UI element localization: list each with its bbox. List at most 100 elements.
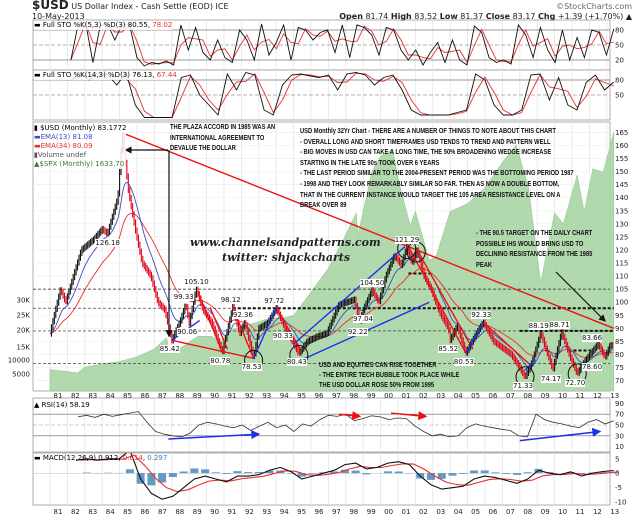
sto2-k-line (70, 71, 615, 118)
x-tick-label: 03 (436, 392, 445, 400)
price-label: 92.33 (471, 311, 492, 320)
macd-histogram-bar (437, 473, 446, 479)
macd-histogram-bar (426, 473, 435, 480)
macd-histogram-bar (491, 472, 500, 474)
macd-histogram-bar (340, 469, 349, 474)
blue-trendline (524, 359, 536, 371)
open-value: 81.74 (365, 12, 389, 21)
macd-clip (76, 453, 619, 500)
line-swatch-icon: ▬ (34, 142, 41, 150)
panel-macd (32, 452, 611, 506)
x-tick-label: 13 (610, 392, 619, 400)
macd-histogram-bar (459, 473, 468, 474)
macd-histogram-bar (534, 468, 543, 474)
note-line: BREAK OVER 89 (300, 200, 347, 210)
macd-histogram-bar (179, 471, 188, 474)
open-label: Open (339, 12, 363, 21)
bar-icon: ▮ (34, 151, 38, 159)
close-value: 83.17 (512, 12, 536, 21)
note-line: - 1998 AND THEY LOOK REMARKABLY SIMILAR … (300, 178, 560, 188)
y-tick-label: -5 (615, 484, 622, 492)
ema13-line (49, 181, 613, 368)
blue-trendline (293, 246, 406, 345)
price-label: 97.04 (352, 314, 373, 323)
macd-histogram-bar (297, 473, 306, 477)
sto2-legend: ▬ Full STO %K(14,3) %D(3) 76.13, 67.44 (34, 71, 177, 80)
x-tick-label: 91 (228, 508, 237, 516)
x-tick-label: 81 (54, 392, 63, 400)
x-tick-label: 12 (593, 392, 602, 400)
price-label: 78.53 (241, 363, 262, 372)
y-tick-label: 100 (615, 299, 628, 307)
x-tick-label: 00 (384, 508, 393, 516)
equities-note: USD AND EQUITIES CAN RISE TOGETHER - THE… (319, 360, 459, 390)
legend-usd-value: 83.1772 (97, 124, 127, 132)
note-line: INTERNATIONAL AGREEMENT TO (170, 132, 265, 142)
macd-histogram-bar (147, 473, 156, 486)
ema34-line (49, 212, 613, 358)
x-tick-label: 00 (384, 392, 393, 400)
sto1-k-value: 80.55 (127, 21, 148, 29)
x-tick-label: 86 (141, 508, 150, 516)
macd-histogram-bar (351, 470, 360, 474)
brand-logo: ©StockCharts.com (556, 2, 632, 11)
x-tick-label: 09 (541, 392, 550, 400)
macd-histogram-bar (480, 470, 489, 474)
up-triangle-icon: ▲ (625, 12, 632, 21)
x-tick-label: 87 (158, 508, 167, 516)
rsi-legend: ▲ RSI(14) 58.19 (34, 401, 90, 410)
legend-usd: ▮ $USD (Monthly) 83.1772 (34, 124, 126, 133)
macd-histogram-bar (362, 473, 371, 475)
legend-ema13-value: 81.08 (72, 133, 93, 141)
rsi-value: 58.19 (69, 401, 90, 409)
x-tick-label: 06 (489, 508, 498, 516)
macd-legend: ▬ MACD(12,26,9) 0.912, 0.614, 0.297 (34, 454, 168, 462)
low-label: Low (439, 12, 458, 21)
sto1-d-value: 78.02 (152, 21, 173, 29)
macd-histogram-bar (201, 469, 210, 474)
macd-histogram-bar (233, 471, 242, 474)
x-tick-label: 99 (367, 392, 376, 400)
note-line: - BIG MOVES IN USD CAN TAKE A LONG TIME,… (300, 147, 552, 157)
legend-ema34-value: 80.09 (72, 142, 93, 150)
note-line: DECLINING RESISTANCE FROM THE 1985 (476, 249, 593, 259)
target-arrow (555, 271, 606, 322)
macd-histogram-bar (383, 471, 392, 474)
y-tick-label: 20 (615, 57, 624, 65)
rsi-blue-arrow (519, 427, 602, 442)
x-tick-label: 89 (193, 508, 202, 516)
note-line: THAT IN THE CURRENT INSTANCE WOULD TARGE… (300, 189, 561, 199)
macd-signal-line (80, 454, 619, 493)
x-tick-label: 94 (280, 508, 289, 516)
x-tick-label: 90 (210, 508, 219, 516)
high-value: 83.52 (414, 12, 438, 21)
sto2-label: Full STO %K(14,3) %D(3) (42, 71, 130, 79)
y-tick-label: 80 (615, 27, 624, 35)
sto2-clip (70, 71, 615, 118)
red-trendline (407, 246, 467, 354)
x-tick-label: 05 (471, 392, 480, 400)
red-trendline (416, 249, 474, 350)
macd-histogram-bar (168, 473, 177, 478)
instrument-name: US Dollar Index - Cash Settle (EOD) (71, 2, 213, 11)
price-label: 74.17 (540, 374, 561, 383)
rsi-red-arrow (338, 411, 362, 421)
y-tick-label: 90 (615, 325, 624, 333)
price-label: 80.43 (286, 358, 307, 367)
price-label: 78.60 (582, 363, 603, 372)
left-tick-label: 30K (17, 297, 31, 305)
macd-histogram-bar (158, 473, 167, 483)
x-tick-label: 98 (349, 508, 358, 516)
x-tick-label: 93 (262, 392, 271, 400)
macd-histogram-bar (308, 473, 317, 474)
legend-spx-name: $SPX (Monthly) (39, 160, 94, 168)
x-tick-label: 84 (106, 508, 115, 516)
y-tick-label: 50 (615, 422, 624, 430)
y-tick-label: 5 (615, 455, 619, 463)
x-tick-label: 91 (228, 392, 237, 400)
y-tick-label: 80 (615, 351, 624, 359)
x-tick-label: 82 (71, 508, 80, 516)
main-legend: ▮ $USD (Monthly) 83.1772 ▬EMA(13) 81.08 … (34, 124, 127, 169)
y-tick-label: 120 (615, 246, 628, 254)
x-tick-label: 89 (193, 392, 202, 400)
